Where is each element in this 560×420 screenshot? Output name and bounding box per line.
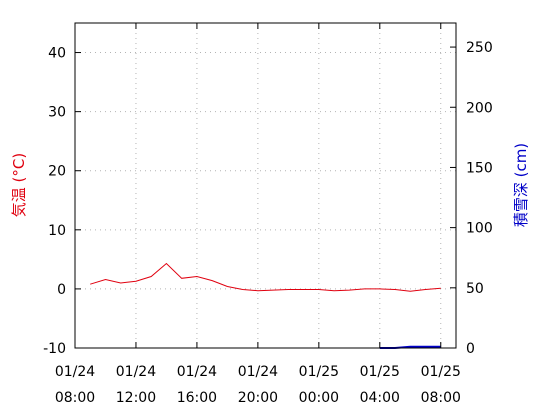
right-axis-label: 積雪深 (cm) [512, 143, 530, 227]
x-tick-time: 04:00 [360, 390, 400, 406]
x-tick-date: 01/25 [421, 364, 461, 380]
right-tick-label: 150 [466, 160, 493, 176]
x-tick-date: 01/24 [238, 364, 278, 380]
x-tick-time: 12:00 [116, 390, 156, 406]
left-axis-label: 気温 (°C) [10, 153, 28, 217]
x-tick-date: 01/25 [360, 364, 400, 380]
axis-ticks: -10 0 10 20 30 40 0 50 100 150 200 250 01/24 08:00 01/… [43, 23, 493, 406]
x-tick-date: 01/24 [116, 364, 156, 380]
right-tick-label: 250 [466, 40, 493, 56]
plot-frame [74, 22, 457, 349]
x-tick-date: 01/24 [177, 364, 217, 380]
temperature-line [90, 262, 441, 292]
left-tick-label: 0 [57, 282, 66, 298]
left-tick-label: 10 [48, 223, 66, 239]
right-tick-label: 100 [466, 221, 493, 237]
left-tick-label: 20 [48, 164, 66, 180]
x-tick-date: 01/24 [55, 364, 95, 380]
grid-lines [75, 23, 456, 348]
x-tick-time: 16:00 [177, 390, 217, 406]
x-tick-date: 01/25 [299, 364, 339, 380]
right-tick-label: 200 [466, 100, 493, 116]
right-tick-label: 50 [466, 281, 484, 297]
series-layer [90, 262, 441, 349]
x-tick-time: 20:00 [238, 390, 278, 406]
x-tick-time: 00:00 [299, 390, 339, 406]
x-tick-time: 08:00 [421, 390, 461, 406]
left-tick-label: -10 [43, 341, 66, 357]
right-tick-label: 0 [466, 341, 475, 357]
left-tick-label: 30 [48, 105, 66, 121]
x-tick-time: 08:00 [55, 390, 95, 406]
left-tick-label: 40 [48, 46, 66, 62]
